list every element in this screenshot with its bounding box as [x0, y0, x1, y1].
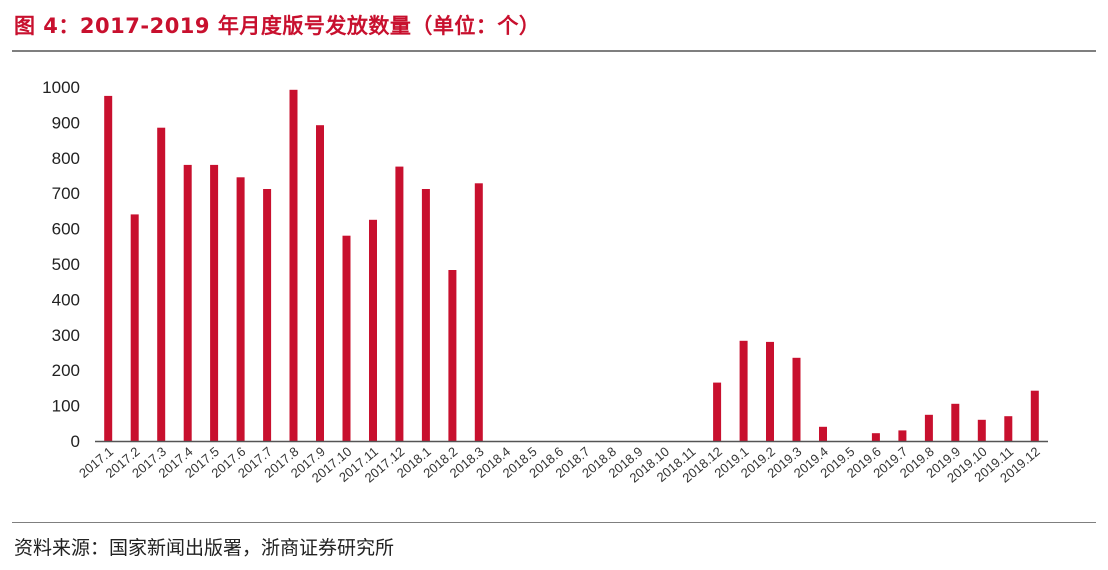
bar-2017.8 [289, 89, 298, 442]
bar-2019.3 [792, 357, 801, 441]
bar-2019.9 [951, 403, 960, 441]
y-tick-label: 400 [52, 290, 80, 309]
bar-2019.4 [819, 426, 827, 441]
y-tick-label: 300 [52, 326, 80, 345]
y-tick-label: 0 [71, 432, 80, 451]
bar-2017.1 [104, 95, 113, 442]
chart-title: 图 4：2017-2019 年月度版号发放数量（单位：个） [14, 14, 541, 38]
y-tick-label: 500 [52, 255, 80, 274]
bar-2017.6 [236, 177, 245, 442]
bar-2018.1 [421, 189, 430, 441]
y-tick-label: 600 [52, 220, 80, 239]
title-divider [12, 50, 1096, 52]
bar-2017.11 [369, 219, 377, 442]
bar-2019.11 [1004, 416, 1013, 441]
bar-2017.3 [157, 127, 166, 441]
bar-2019.12 [1030, 390, 1039, 441]
y-axis-ticks: 0 100 200 300 400 500 600 700 800 900 1000 [42, 78, 80, 451]
bar-2018.12 [713, 382, 722, 441]
source-note: 资料来源：国家新闻出版署，浙商证券研究所 [14, 537, 395, 559]
bar-2019.1 [739, 340, 748, 441]
bar-2017.12 [395, 166, 404, 441]
y-tick-label: 1000 [42, 78, 80, 97]
bar-2017.2 [130, 214, 139, 441]
source-divider [12, 522, 1096, 523]
y-tick-label: 200 [52, 361, 80, 380]
bar-2017.9 [316, 125, 324, 441]
bar-2018.2 [448, 270, 457, 441]
y-tick-label: 100 [52, 397, 80, 416]
bar-2018.3 [474, 183, 483, 442]
bar-2017.5 [210, 164, 219, 441]
y-tick-label: 900 [52, 113, 80, 132]
bar-2019.7 [898, 430, 907, 441]
bar-2019.6 [871, 433, 880, 441]
x-axis-ticks: 2017.12017.22017.32017.42017.52017.62017… [76, 444, 1043, 486]
bar-2019.8 [924, 414, 933, 441]
bar-chart: 0 100 200 300 400 500 600 700 800 900 1000 2017.12… [42, 78, 1048, 486]
bar-2017.7 [263, 189, 272, 441]
bar-2019.10 [977, 419, 986, 441]
bar-2017.4 [183, 164, 192, 441]
bar-2017.10 [342, 235, 351, 441]
bars [104, 89, 1039, 442]
y-tick-label: 700 [52, 184, 80, 203]
y-tick-label: 800 [52, 149, 80, 168]
bar-2019.2 [766, 341, 774, 441]
